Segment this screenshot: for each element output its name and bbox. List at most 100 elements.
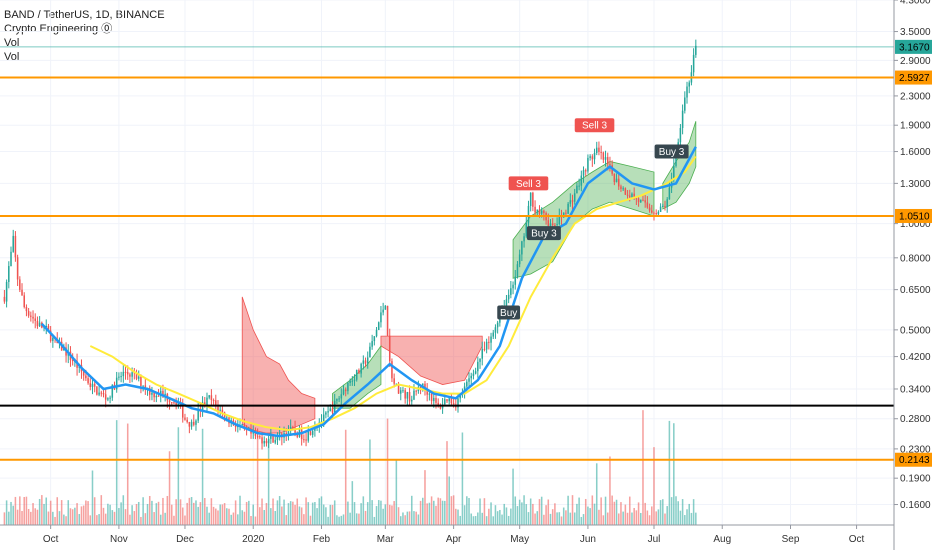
- candle-body: [668, 187, 671, 200]
- candle-body: [333, 400, 336, 413]
- candle-body: [267, 438, 270, 444]
- volume-bar: [248, 500, 250, 525]
- candle-body: [395, 383, 398, 385]
- candle-body: [369, 346, 371, 358]
- candle-body: [338, 398, 340, 400]
- volume-bar: [71, 509, 74, 525]
- candle-body: [446, 399, 448, 402]
- volume-bar: [96, 515, 98, 525]
- candle-body: [96, 386, 98, 395]
- volume-bar: [155, 503, 158, 525]
- volume-bars: [3, 410, 697, 525]
- candle-body: [115, 377, 118, 390]
- volume-bar: [118, 508, 120, 525]
- volume-bar: [529, 498, 532, 525]
- candle-body: [256, 435, 259, 437]
- volume-bar: [93, 497, 96, 525]
- candle-body: [223, 412, 226, 419]
- volume-bar: [523, 495, 525, 525]
- candle-body: [170, 402, 173, 404]
- price-axis[interactable]: 4.3000 3.5000 2.9000 2.3000 1.9000 1.6000 1.30…: [893, 0, 931, 550]
- candle-body: [197, 408, 199, 421]
- candle-body: [617, 178, 620, 187]
- candle-body: [212, 400, 215, 402]
- time-axis[interactable]: Oct Nov Dec 2020 Feb Mar Apr May Jun Jul Aug Sep Oct: [0, 524, 894, 545]
- volume-bar: [278, 496, 281, 525]
- price-tick-label: 0.6500: [900, 285, 931, 296]
- candle-body: [3, 296, 6, 302]
- volume-bar: [373, 516, 376, 525]
- price-tick-label: 1.6000: [900, 147, 931, 158]
- volume-bar: [573, 512, 576, 525]
- volume-bar: [164, 512, 166, 525]
- time-tick-label: Jun: [580, 534, 596, 545]
- volume-bar: [45, 497, 48, 525]
- candle-body: [181, 404, 184, 418]
- candle-body: [371, 341, 373, 347]
- volume-bar: [331, 504, 334, 525]
- volume-bar: [538, 499, 541, 525]
- candle-body: [578, 185, 580, 187]
- volume-bar: [142, 497, 144, 525]
- volume-bar: [14, 496, 17, 525]
- volume-bar: [410, 495, 413, 525]
- volume-bar: [223, 503, 226, 525]
- candle-body: [148, 387, 151, 395]
- volume-bar: [686, 509, 688, 525]
- volume-bar: [135, 504, 138, 525]
- volume-bar: [576, 503, 578, 525]
- price-tick-label: 0.3400: [900, 384, 931, 395]
- candle-body: [263, 441, 266, 444]
- volume-bar: [168, 451, 171, 525]
- candle-body: [109, 397, 111, 399]
- volume-bar: [212, 506, 215, 525]
- volume-bar: [195, 500, 197, 525]
- signal-box-buy: [654, 144, 689, 159]
- candle-body: [287, 430, 290, 436]
- volume-bar: [631, 512, 633, 525]
- candle-body: [377, 322, 380, 330]
- volume-bar: [63, 514, 65, 525]
- volume-bar: [184, 515, 186, 525]
- volume-bar: [311, 502, 314, 525]
- candle-body: [129, 374, 131, 377]
- volume-bar: [76, 503, 78, 525]
- candle-body: [52, 337, 54, 341]
- candle-body: [23, 295, 25, 308]
- volume-bar: [303, 514, 305, 525]
- volume-bar: [499, 509, 501, 525]
- candle-body: [472, 373, 475, 376]
- volume-bar: [289, 501, 292, 525]
- level-price-label: 1.0510: [899, 211, 930, 222]
- volume-bar: [446, 441, 448, 525]
- price-tick-label: 1.0000: [900, 219, 931, 230]
- volume-bar: [426, 503, 428, 525]
- candle-body: [426, 389, 428, 395]
- candle-body: [688, 82, 690, 87]
- volume-bar: [677, 501, 679, 525]
- candle-body: [679, 127, 682, 143]
- candle-body: [640, 199, 642, 203]
- candle-body: [311, 430, 314, 435]
- candle-body: [413, 390, 415, 400]
- candle-body: [104, 394, 107, 400]
- volume-bar: [444, 500, 446, 525]
- candle-body: [327, 411, 329, 413]
- candle-body: [219, 409, 221, 411]
- candle-body: [457, 398, 459, 408]
- price-tick-label: 0.2300: [900, 444, 931, 455]
- volume-bar: [228, 508, 230, 525]
- volume-bar: [272, 498, 274, 525]
- candle-body: [646, 202, 649, 208]
- volume-bar: [490, 502, 492, 525]
- candle-body: [589, 156, 591, 158]
- volume-bar: [578, 497, 580, 525]
- volume-bar: [87, 501, 89, 525]
- candle-body: [479, 358, 481, 362]
- volume-bar: [565, 510, 567, 525]
- candle-body: [34, 318, 37, 321]
- candle-body: [565, 212, 567, 214]
- volume-bar: [263, 510, 266, 525]
- volume-bar: [692, 499, 695, 525]
